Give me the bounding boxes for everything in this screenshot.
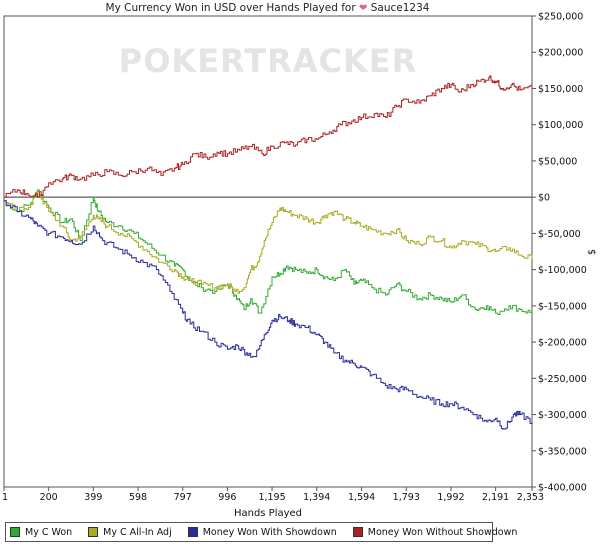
watermark: POKERTRACKER	[119, 42, 418, 80]
y-axis-label: $	[587, 249, 598, 255]
series-line-2	[4, 200, 533, 430]
x-axis-label: Hands Played	[234, 508, 302, 519]
legend-item-3[interactable]: Money Won Without Showdown	[352, 526, 518, 538]
y-tick-label: $100,000	[538, 120, 583, 131]
y-tick-label: $-300,000	[538, 410, 587, 421]
legend-item-0[interactable]: My C Won	[10, 527, 72, 538]
x-tick-label: 2,353	[517, 492, 544, 503]
legend-label: My C All-In Adj	[103, 526, 172, 538]
x-tick-label: 797	[174, 492, 192, 503]
y-tick-label: $150,000	[538, 84, 583, 95]
y-axis: $250,000 $200,000 $150,000 $100,000 $50,000 $…	[532, 12, 587, 494]
y-tick-label: $50,000	[538, 156, 577, 167]
x-axis: 1 200 399 598 797 996 1,195 1,394 1,594 1,793 1,99…	[2, 487, 544, 503]
legend-item-1[interactable]: My C All-In Adj	[88, 527, 172, 538]
y-tick-label: $-50,000	[538, 229, 581, 240]
y-tick-label: $-150,000	[538, 301, 587, 312]
chart-title-text: My Currency Won in USD over Hands Played…	[105, 2, 356, 14]
series-line-3	[4, 75, 533, 198]
y-tick-label: $-250,000	[538, 374, 587, 385]
y-tick-label: $200,000	[538, 48, 583, 59]
series-layer	[4, 75, 533, 430]
x-tick-label: 1,195	[258, 492, 285, 503]
player-name: Sauce1234	[370, 2, 430, 14]
x-tick-label: 1,793	[393, 492, 420, 503]
legend-label: Money Won Without Showdown	[367, 526, 518, 538]
x-tick-label: 1,992	[437, 492, 464, 503]
y-tick-label: $-350,000	[538, 446, 587, 457]
legend-swatch	[88, 527, 99, 537]
x-tick-label: 996	[218, 492, 236, 503]
x-tick-label: 1	[2, 492, 8, 503]
legend-swatch	[10, 527, 20, 537]
legend-label: My C Won	[25, 526, 73, 538]
y-tick-label: $-400,000	[538, 483, 587, 494]
heart-icon: ❤	[359, 3, 368, 14]
plot-area	[3, 15, 533, 488]
x-tick-label: 200	[40, 492, 58, 503]
y-tick-label: $250,000	[538, 12, 583, 23]
y-tick-label: $0	[538, 193, 550, 204]
x-tick-label: 399	[84, 492, 102, 503]
series-line-0	[4, 189, 533, 315]
series-line-1	[4, 190, 533, 294]
x-tick-label: 1,394	[303, 492, 330, 503]
y-tick-label: $-200,000	[538, 338, 587, 349]
x-tick-label: 2,191	[482, 492, 509, 503]
legend-item-2[interactable]: Money Won With Showdown	[187, 526, 337, 538]
chart-area: POKERTRACKER $250,000 $200,000 $150,000 $10…	[2, 12, 598, 520]
legend: My C Won My C All-In Adj Money Won With Sh…	[5, 522, 517, 542]
x-tick-label: 1,594	[348, 492, 375, 503]
legend-label: Money Won With Showdown	[202, 526, 337, 538]
legend-swatch	[187, 527, 198, 537]
chart-title: My Currency Won in USD over Hands Played…	[0, 2, 535, 14]
y-tick-label: $-100,000	[538, 265, 587, 276]
x-tick-label: 598	[129, 492, 147, 503]
legend-swatch	[352, 527, 363, 537]
